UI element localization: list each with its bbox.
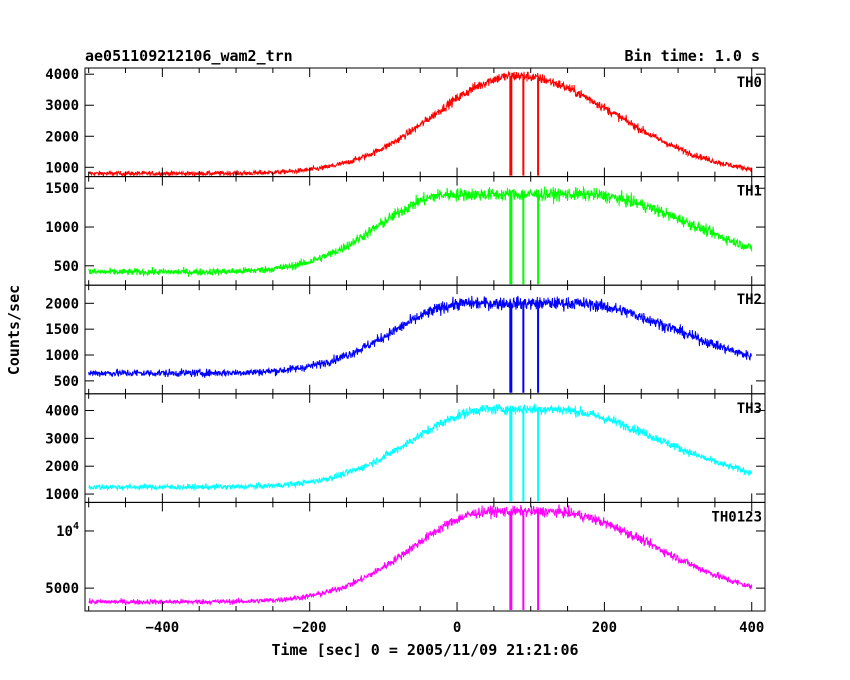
y-tick-label: 1000 [45, 348, 79, 364]
y-tick-label: 5000 [45, 581, 79, 597]
series-line-th0123 [88, 504, 753, 606]
x-tick-label: 200 [592, 620, 617, 636]
bin-time-label: Bin time: 1.0 s [625, 47, 760, 65]
y-tick-label: 1000 [45, 487, 79, 503]
y-tick-label: 2000 [45, 459, 79, 475]
y-tick-label: 4000 [45, 67, 79, 83]
y-tick-label: 4000 [45, 404, 79, 420]
x-tick-label: 400 [739, 620, 764, 636]
y-tick-label: 1000 [45, 220, 79, 236]
y-tick-label: 500 [54, 374, 79, 390]
panel-label: TH2 [737, 292, 762, 308]
panel-th0123: 5000 104 TH0123 [45, 501, 766, 612]
y-tick-label: 500 [54, 259, 79, 275]
y-tick-label: 3000 [45, 431, 79, 447]
panel-label: TH1 [737, 184, 762, 200]
panel-label: TH0 [737, 75, 762, 91]
panel-frame [84, 284, 766, 395]
panel-label: TH3 [737, 401, 762, 417]
panel-label: TH0123 [711, 509, 762, 525]
y-tick-label: 1000 [45, 160, 79, 176]
y-tick-label: 3000 [45, 98, 79, 114]
x-tick-label: 0 [453, 620, 461, 636]
panel-th2: 500 1000 1500 2000 TH2 [45, 284, 766, 395]
y-tick-label: 2000 [45, 129, 79, 145]
panel-th1: 500 1000 1500 TH1 [45, 176, 766, 286]
panel-frame [84, 67, 766, 178]
panel-th3: 1000 2000 3000 4000 TH3 [45, 393, 766, 503]
x-axis-label: Time [sec] 0 = 2005/11/09 21:21:06 [271, 641, 578, 659]
chart-title: ae051109212106_wam2_trn [85, 47, 293, 65]
series-line-th2 [88, 295, 753, 378]
x-tick-label: −400 [145, 620, 179, 636]
series-line-th3 [88, 403, 753, 492]
panel-frame [84, 501, 766, 612]
y-tick-exponent: 4 [73, 521, 79, 532]
panel-th0: 1000 2000 3000 4000 TH0 [45, 67, 766, 178]
y-tick-label: 2000 [45, 296, 79, 312]
y-axis-label: Counts/sec [5, 285, 23, 375]
y-tick-label: 1500 [45, 181, 79, 197]
series-line-th1 [88, 186, 753, 277]
y-tick-label: 104 [56, 521, 79, 540]
y-tick-label: 1500 [45, 322, 79, 338]
x-tick-label: −200 [293, 620, 327, 636]
series-line-th0 [88, 70, 753, 178]
